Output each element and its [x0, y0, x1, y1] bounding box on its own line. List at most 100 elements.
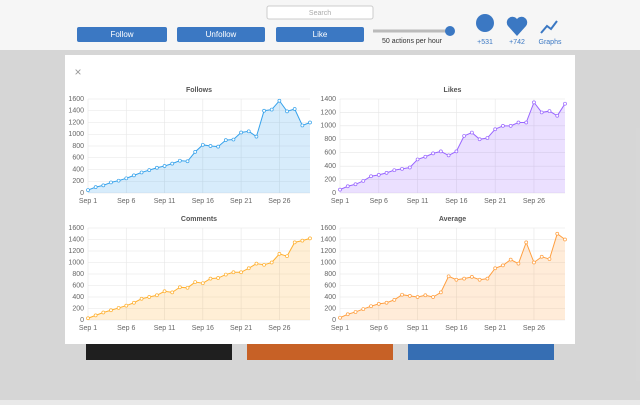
- point: [124, 176, 129, 181]
- y-tick-label: 1400: [320, 236, 336, 243]
- point: [300, 123, 305, 128]
- graphs-icon[interactable]: [540, 20, 558, 34]
- point: [109, 308, 113, 313]
- point: [269, 260, 274, 265]
- y-tick-label: 1400: [68, 236, 84, 243]
- chart-title: Likes: [444, 87, 462, 94]
- point: [508, 257, 513, 262]
- point: [454, 149, 459, 154]
- point: [170, 161, 175, 166]
- graphs-link[interactable]: Graphs: [539, 39, 562, 46]
- point: [563, 101, 567, 106]
- x-tick-label: Sep 16: [192, 198, 214, 205]
- point: [470, 130, 474, 135]
- x-tick-label: Sep 6: [117, 325, 135, 332]
- x-tick-label: Sep 16: [192, 325, 214, 332]
- x-tick-label: Sep 26: [268, 198, 290, 205]
- y-tick-label: 0: [332, 190, 336, 197]
- y-tick-label: 400: [324, 163, 336, 170]
- point: [200, 142, 205, 147]
- point: [501, 263, 505, 268]
- x-tick-label: Sep 6: [370, 198, 388, 205]
- y-tick-label: 1400: [68, 108, 84, 115]
- point: [407, 165, 412, 170]
- area: [340, 233, 565, 320]
- point: [208, 276, 213, 281]
- x-tick-label: Sep 1: [331, 198, 349, 205]
- charts: Follows 0 200 400 600 800 1000 1200 1400 1600 Sep …: [68, 87, 567, 332]
- point: [277, 252, 282, 256]
- point: [147, 295, 152, 299]
- x-tick-label: Sep 6: [117, 198, 135, 205]
- y-tick-label: 1400: [320, 96, 336, 103]
- y-tick-label: 400: [324, 294, 336, 301]
- point: [407, 294, 412, 298]
- stat: +742: [509, 39, 525, 46]
- point: [392, 168, 397, 173]
- point: [86, 188, 90, 192]
- point: [485, 276, 490, 281]
- point: [178, 158, 182, 163]
- point: [162, 289, 167, 294]
- y-tick-label: 1600: [68, 96, 84, 103]
- point: [431, 151, 435, 156]
- point: [353, 182, 358, 187]
- x-tick-label: Sep 26: [523, 198, 545, 205]
- y-tick-label: 800: [324, 271, 336, 278]
- point: [139, 296, 144, 301]
- point: [285, 254, 289, 259]
- chart-title: Average: [439, 216, 466, 223]
- x-tick-label: Sep 11: [407, 325, 429, 332]
- y-tick-label: 1000: [320, 259, 336, 266]
- point: [285, 109, 289, 114]
- point: [162, 164, 167, 168]
- point: [231, 270, 236, 275]
- y-tick-label: 1200: [320, 248, 336, 255]
- x-tick-label: Sep 6: [370, 325, 388, 332]
- point: [239, 270, 243, 275]
- y-tick-label: 1600: [68, 225, 84, 232]
- x-tick-label: Sep 16: [445, 325, 467, 332]
- banner: [408, 340, 554, 360]
- stat: +531: [477, 39, 493, 46]
- close-button[interactable]: ×: [74, 65, 81, 79]
- point: [269, 107, 274, 112]
- point: [308, 236, 312, 241]
- button-label: Unfollow: [206, 30, 237, 39]
- point: [101, 183, 106, 188]
- point: [216, 276, 220, 280]
- banner: [86, 340, 232, 360]
- unfollow-button[interactable]: [177, 27, 265, 42]
- rate-label: 50 actions per hour: [382, 38, 443, 45]
- followers-icon: [476, 14, 494, 32]
- point: [193, 150, 198, 154]
- point: [93, 185, 98, 189]
- follow-button[interactable]: [77, 27, 167, 42]
- slider-thumb[interactable]: [445, 26, 455, 36]
- point: [124, 303, 129, 308]
- search-box[interactable]: [266, 5, 374, 20]
- y-tick-label: 200: [72, 178, 84, 185]
- like-button[interactable]: [276, 27, 364, 42]
- point: [139, 170, 144, 175]
- point: [477, 137, 482, 142]
- y-tick-label: 800: [72, 143, 84, 150]
- x-tick-label: Sep 16: [445, 198, 467, 205]
- point: [246, 129, 251, 134]
- x-tick-label: Sep 1: [79, 198, 97, 205]
- point: [155, 165, 159, 170]
- point: [516, 120, 521, 125]
- x-tick-label: Sep 21: [484, 325, 506, 332]
- point: [246, 266, 251, 271]
- point: [384, 300, 389, 305]
- y-tick-label: 1000: [68, 131, 84, 138]
- likes-icon: [506, 16, 528, 36]
- point: [178, 285, 182, 290]
- x-tick-label: Sep 26: [268, 325, 290, 332]
- y-tick-label: 600: [324, 282, 336, 289]
- point: [532, 260, 536, 265]
- point: [308, 120, 312, 125]
- point: [345, 312, 350, 317]
- x-tick-label: Sep 1: [79, 325, 97, 332]
